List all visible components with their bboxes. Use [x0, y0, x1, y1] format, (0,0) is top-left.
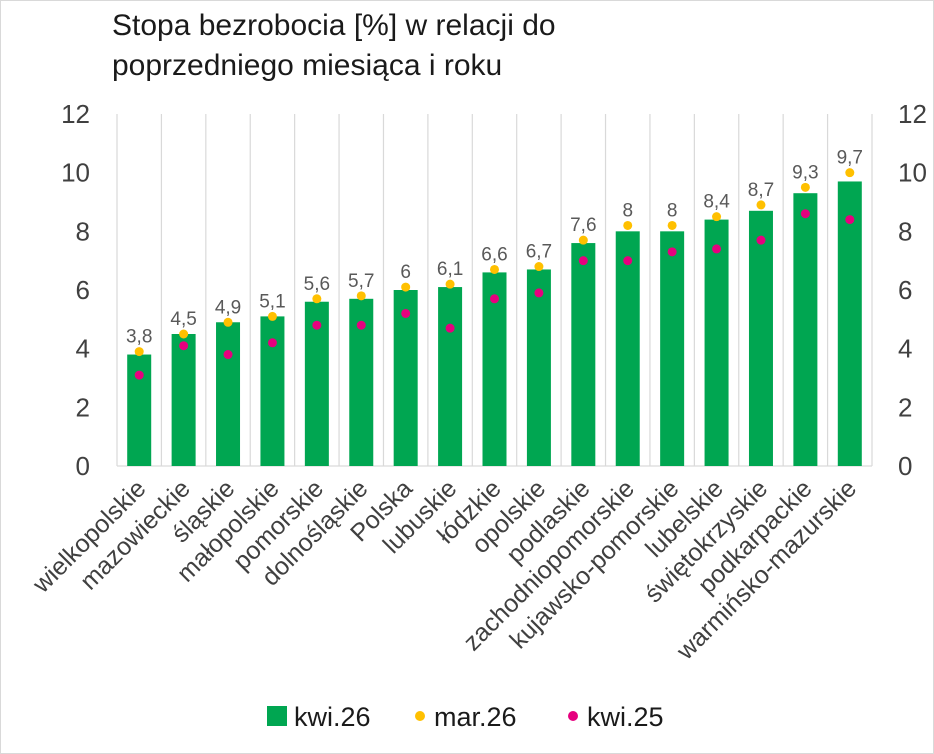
point-kwi25 [267, 338, 277, 348]
point-kwi25 [401, 308, 411, 318]
legend-swatch-kwi25 [568, 711, 578, 721]
y-tick-left: 2 [76, 392, 90, 422]
point-mar26 [356, 291, 366, 301]
y-tick-left: 4 [76, 334, 90, 364]
data-label: 6,6 [481, 244, 507, 265]
y-tick-left: 12 [61, 99, 90, 129]
data-label: 4,9 [215, 297, 241, 318]
bar [526, 269, 551, 466]
bar [171, 334, 196, 466]
bar [482, 272, 507, 466]
point-kwi25 [534, 288, 544, 298]
point-kwi25 [179, 341, 189, 351]
bar [615, 231, 640, 466]
bar [837, 181, 862, 466]
bar [571, 243, 596, 466]
data-label: 7,6 [570, 215, 596, 236]
y-tick-right: 6 [898, 275, 912, 305]
point-kwi25 [800, 209, 810, 219]
point-mar26 [223, 317, 233, 327]
y-tick-right: 10 [898, 158, 927, 188]
data-label: 6 [400, 262, 411, 283]
point-kwi25 [223, 350, 233, 360]
chart-title-line-1: Stopa bezrobocia [%] w relacji do [112, 9, 556, 42]
point-mar26 [578, 235, 588, 245]
point-mar26 [134, 347, 144, 357]
point-kwi25 [667, 247, 677, 257]
chart-title-line-2: poprzedniego miesiąca i roku [112, 49, 503, 82]
point-mar26 [845, 168, 855, 178]
bar [438, 287, 463, 466]
point-mar26 [490, 264, 499, 274]
point-kwi25 [578, 256, 588, 266]
bar [793, 193, 818, 466]
point-kwi25 [623, 256, 633, 266]
point-mar26 [800, 182, 810, 192]
bar [704, 219, 729, 466]
point-mar26 [179, 329, 189, 339]
data-label: 9,7 [837, 148, 863, 169]
bar [216, 322, 241, 466]
data-label: 5,7 [348, 271, 374, 292]
y-tick-right: 8 [898, 216, 912, 246]
legend-label-kwi26: kwi.26 [294, 702, 371, 732]
point-kwi25 [845, 215, 855, 225]
data-label: 3,8 [126, 327, 152, 348]
legend-swatch-kwi26 [267, 706, 287, 726]
point-mar26 [312, 294, 322, 304]
bar [660, 231, 685, 466]
point-mar26 [445, 279, 455, 289]
point-mar26 [712, 212, 722, 222]
data-label: 8 [622, 200, 633, 221]
data-label: 5,6 [304, 274, 330, 295]
legend-label-kwi25: kwi.25 [587, 702, 664, 732]
y-tick-right: 4 [898, 334, 912, 364]
point-kwi25 [356, 320, 366, 330]
point-mar26 [534, 262, 544, 272]
point-mar26 [401, 282, 411, 292]
y-tick-left: 8 [76, 216, 90, 246]
data-label: 9,3 [792, 162, 818, 183]
y-tick-left: 6 [76, 275, 90, 305]
bar [748, 210, 773, 466]
point-kwi25 [312, 320, 322, 330]
chart-title: Stopa bezrobocia [%] w relacji do poprze… [112, 6, 812, 86]
y-tick-right: 2 [898, 392, 912, 422]
data-label: 5,1 [259, 291, 285, 312]
bar [127, 354, 152, 466]
point-kwi25 [490, 294, 499, 304]
point-mar26 [267, 311, 277, 321]
data-label: 8,7 [748, 180, 774, 201]
point-kwi25 [445, 323, 455, 333]
point-mar26 [756, 200, 766, 210]
data-label: 4,5 [170, 309, 196, 330]
y-tick-left: 10 [61, 158, 90, 188]
legend-swatch-mar26 [415, 711, 425, 721]
point-mar26 [667, 220, 677, 230]
data-label: 8 [667, 200, 678, 221]
point-kwi25 [756, 235, 766, 245]
legend-label-mar26: mar.26 [434, 702, 517, 732]
data-label: 6,1 [437, 259, 463, 280]
y-tick-right: 0 [898, 451, 912, 481]
data-label: 6,7 [526, 242, 552, 263]
point-mar26 [623, 220, 633, 230]
point-kwi25 [712, 244, 722, 254]
data-label: 8,4 [703, 192, 730, 213]
bar [393, 290, 418, 466]
y-tick-right: 12 [898, 99, 927, 129]
y-tick-left: 0 [76, 451, 90, 481]
point-kwi25 [134, 370, 144, 380]
